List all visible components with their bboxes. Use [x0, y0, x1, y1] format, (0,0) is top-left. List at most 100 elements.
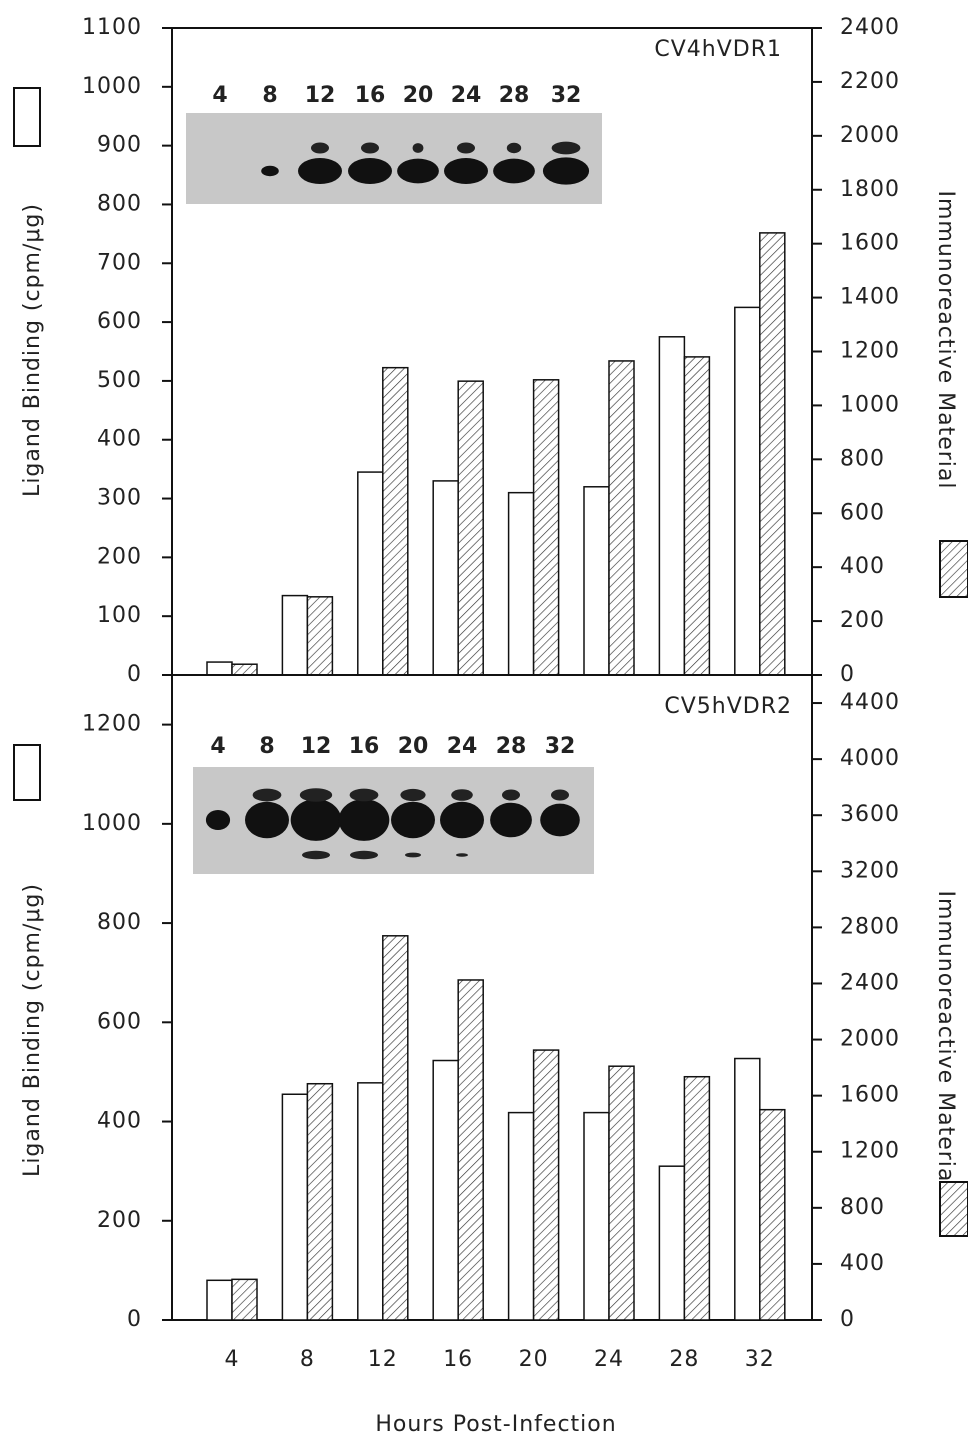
y-tick-label: 0 [127, 662, 142, 687]
blot-lane-label: 8 [259, 734, 274, 759]
blot-image [186, 113, 602, 204]
y-tick-label: 400 [97, 427, 142, 452]
bar [433, 1061, 458, 1320]
y2-tick-label: 2800 [840, 914, 900, 939]
bar [383, 368, 408, 675]
bar [307, 597, 332, 675]
blot-band [397, 159, 439, 184]
legend-swatch [940, 541, 968, 597]
y-tick-label: 600 [97, 309, 142, 334]
legend-swatch [14, 88, 40, 146]
y2-axis-label: Immunoreactive Material [933, 890, 958, 1189]
legend-swatch [14, 745, 40, 800]
blot-lane-label: 24 [447, 734, 478, 759]
y2-tick-label: 600 [840, 500, 885, 525]
bar [584, 1113, 609, 1320]
y2-axis-label: Immunoreactive Material [933, 190, 958, 489]
y-tick-label: 100 [97, 603, 142, 628]
blot-lane-label: 28 [496, 734, 527, 759]
blot-band [253, 789, 282, 802]
bar [735, 1059, 760, 1320]
y-tick-label: 700 [97, 250, 142, 275]
bar [609, 1066, 634, 1320]
blot-band [493, 159, 535, 184]
blot-band [291, 799, 342, 841]
y-tick-label: 600 [97, 1009, 142, 1034]
bar [760, 233, 785, 675]
y-tick-label: 800 [97, 191, 142, 216]
y2-tick-label: 1200 [840, 1139, 900, 1164]
bar [659, 337, 684, 675]
y2-tick-label: 0 [840, 1307, 855, 1332]
x-tick-label: 12 [368, 1347, 398, 1372]
bar [458, 381, 483, 675]
y-tick-label: 500 [97, 368, 142, 393]
blot-band [245, 802, 289, 838]
bar [383, 936, 408, 1320]
y2-tick-label: 1800 [840, 177, 900, 202]
y2-tick-label: 1600 [840, 231, 900, 256]
x-tick-label: 16 [443, 1347, 473, 1372]
bar [232, 1279, 257, 1320]
bar [282, 1094, 307, 1320]
blot-lane-label: 24 [451, 83, 482, 108]
bar [760, 1110, 785, 1320]
y-tick-label: 1000 [82, 74, 142, 99]
blot-band [444, 158, 488, 184]
blot-band [391, 802, 435, 838]
blot-band [350, 789, 379, 802]
bar [207, 1280, 232, 1320]
blot-band [552, 142, 581, 155]
y2-tick-label: 400 [840, 554, 885, 579]
blot-lane-label: 12 [301, 734, 332, 759]
chart: 0100200300400500600700800900100011000200… [0, 0, 968, 1440]
y2-tick-label: 2400 [840, 970, 900, 995]
y2-tick-label: 2400 [840, 15, 900, 40]
y2-tick-label: 4000 [840, 746, 900, 771]
blot-band [451, 789, 473, 801]
bar [282, 596, 307, 675]
y2-tick-label: 200 [840, 608, 885, 633]
blot-lane-label: 28 [499, 83, 530, 108]
blot-band [543, 157, 589, 184]
x-tick-label: 24 [594, 1347, 624, 1372]
panel: 0100200300400500600700800900100011000200… [14, 15, 968, 687]
y-tick-label: 200 [97, 1208, 142, 1233]
y2-tick-label: 3600 [840, 802, 900, 827]
panel-title: CV4hVDR1 [654, 37, 782, 62]
blot-lane-label: 8 [262, 83, 277, 108]
blot-band [300, 788, 332, 801]
blot-band [261, 166, 279, 176]
bar [684, 1077, 709, 1320]
y2-tick-label: 4400 [840, 690, 900, 715]
bar [358, 472, 383, 675]
bar [534, 1050, 559, 1320]
blot-lane-label: 4 [212, 83, 227, 108]
blot-band [400, 789, 425, 801]
x-tick-label: 28 [669, 1347, 699, 1372]
blot-lane-label: 32 [545, 734, 576, 759]
legend-swatch [940, 1182, 968, 1236]
blot-band [350, 851, 378, 859]
blot-band [348, 158, 392, 184]
y-tick-label: 1000 [82, 811, 142, 836]
y-tick-label: 900 [97, 133, 142, 158]
blot-lane-label: 12 [305, 83, 336, 108]
blot-lane-label: 20 [398, 734, 429, 759]
blot-band [502, 790, 520, 801]
bar [509, 493, 534, 675]
x-tick-label: 8 [300, 1347, 315, 1372]
y-tick-label: 1200 [82, 712, 142, 737]
y-tick-label: 400 [97, 1109, 142, 1134]
bar [735, 307, 760, 675]
y2-tick-label: 2000 [840, 1027, 900, 1052]
x-tick-label: 4 [225, 1347, 240, 1372]
blot-lane-label: 20 [403, 83, 434, 108]
bar [358, 1083, 383, 1320]
y2-tick-label: 1000 [840, 392, 900, 417]
bar [584, 487, 609, 675]
y2-tick-label: 2200 [840, 69, 900, 94]
y2-tick-label: 3200 [840, 858, 900, 883]
x-tick-label: 20 [519, 1347, 549, 1372]
bar [684, 357, 709, 675]
